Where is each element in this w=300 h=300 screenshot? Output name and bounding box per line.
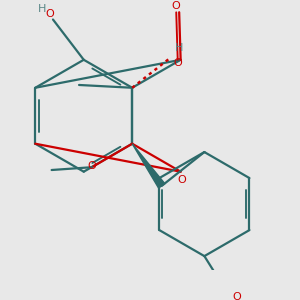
Text: H: H: [38, 4, 46, 14]
Text: O: O: [177, 175, 186, 184]
Text: O: O: [232, 292, 241, 300]
Text: H: H: [175, 43, 183, 53]
Text: O: O: [171, 1, 180, 11]
Text: O: O: [46, 9, 54, 19]
Polygon shape: [132, 144, 165, 188]
Text: O: O: [88, 161, 96, 172]
Text: O: O: [174, 58, 182, 68]
